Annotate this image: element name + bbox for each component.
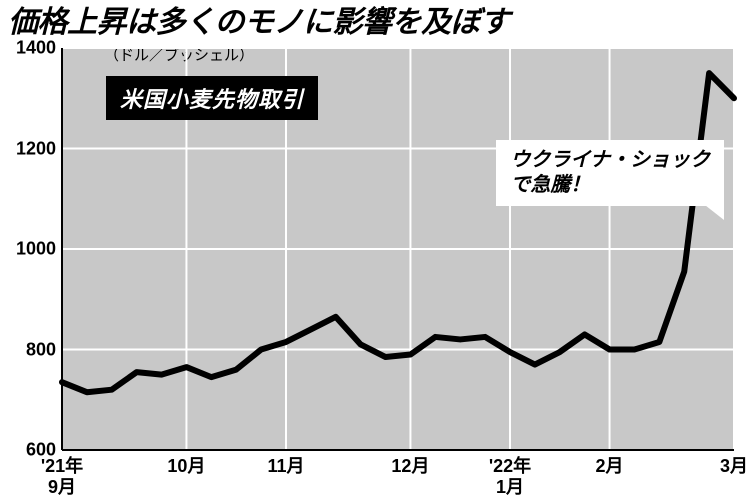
x-tick-label: 2月 [596,456,624,477]
y-tick-label: 1200 [16,138,56,159]
y-tick-label: 1000 [16,239,56,260]
plot-area: （ドル／ブッシェル） 米国小麦先物取引 ウクライナ・ショック で急騰！ 6008… [62,48,734,450]
x-tick-label: 10月 [167,456,205,477]
data-line [62,73,734,392]
callout-line-1: ウクライナ・ショック [510,149,710,171]
x-tick-label: 12月 [391,456,429,477]
callout-tail [696,198,724,220]
x-tick-label: '22年1月 [489,456,531,497]
series-label: 米国小麦先物取引 [106,76,318,120]
callout-line-2: で急騰！ [510,174,590,196]
chart-title: 価格上昇は多くのモノに影響を及ぼす [0,0,750,39]
y-tick-label: 1400 [16,38,56,59]
x-tick-label: '21年9月 [41,456,83,497]
x-tick-label: 3月 [720,456,748,477]
y-tick-label: 800 [26,339,56,360]
callout-box: ウクライナ・ショック で急騰！ [496,140,724,206]
x-tick-label: 11月 [267,456,304,477]
